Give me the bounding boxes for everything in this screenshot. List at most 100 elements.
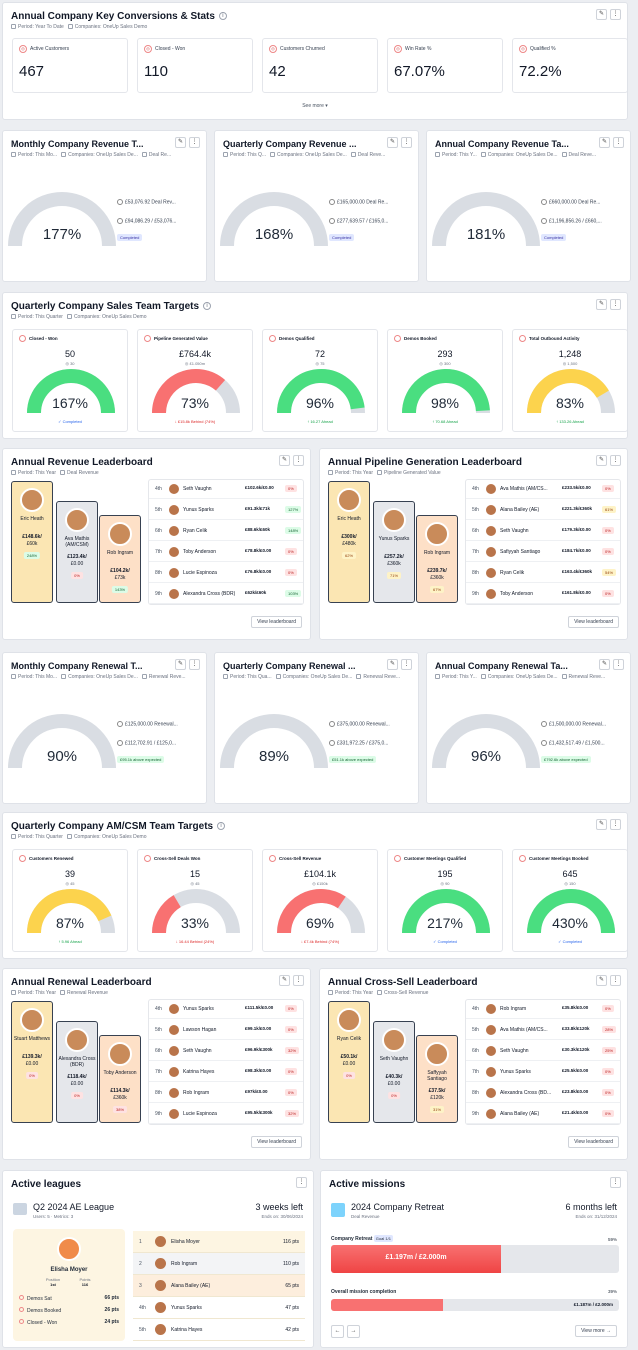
podium-2[interactable]: Alexandra Cross (BDR) £118.4k/£0.00 0%: [56, 1021, 98, 1123]
more-icon[interactable]: ⋮: [613, 659, 624, 670]
podium-1[interactable]: Stuart Matthews £139.3k/£0.00 0%: [11, 1001, 53, 1123]
target-card[interactable]: Monthly Company Renewal T... Period: This…: [2, 652, 207, 804]
league-leader-card[interactable]: Elisha Moyer Position 1st Points 116 Demos…: [13, 1229, 125, 1341]
more-icon[interactable]: ⋮: [401, 137, 412, 148]
league-row[interactable]: 3 Alana Bailey (AE) 65 pts: [133, 1275, 305, 1297]
more-icon[interactable]: ⋮: [293, 455, 304, 466]
target-card[interactable]: Annual Company Renewal Ta... Period: This…: [426, 652, 631, 804]
league-row[interactable]: 2 Rob Ingram 110 pts: [133, 1253, 305, 1275]
podium-3[interactable]: Saffyyah Santiago £37.5k/£120k 31%: [416, 1035, 458, 1123]
view-leaderboard-button[interactable]: View leaderboard: [251, 1136, 302, 1148]
leaderboard-row[interactable]: 9th Lucie Espinoza £95.5k/£300k 32%: [149, 1105, 303, 1124]
podium-3[interactable]: Toby Anderson £114.3k/£360k 38%: [99, 1035, 141, 1123]
podium-2[interactable]: Seth Vaughn £40.3k/£0.00 0%: [373, 1021, 415, 1123]
edit-icon[interactable]: ✎: [596, 9, 607, 20]
team-target-card[interactable]: Customers Renewed 39 ◎ 45 87% ↑ 5.96 Ahead: [12, 849, 128, 952]
mission-name[interactable]: 2024 Company Retreat: [351, 1202, 445, 1212]
prev-arrow-icon[interactable]: ←: [331, 1325, 344, 1338]
leaderboard-row[interactable]: 4th Seth Vaughn £102.6k/£0.00 0%: [149, 480, 303, 499]
leaderboard-row[interactable]: 7th Katrina Hayes £98.3k/£0.00 0%: [149, 1063, 303, 1082]
team-target-card[interactable]: Cross-Sell Revenue £104.1k ◎ £150k 69% ↓ £7.…: [262, 849, 378, 952]
leaderboard-row[interactable]: 9th Alexandra Cross (BDR) £62k/£60k 103%: [149, 585, 303, 604]
edit-icon[interactable]: ✎: [596, 299, 607, 310]
stat-card[interactable]: ◎ Win Rate % 67.07%: [387, 38, 503, 93]
leaderboard-row[interactable]: 7th Yunus Sparks £25.5k/£0.00 0%: [466, 1063, 620, 1082]
leaderboard-row[interactable]: 7th Safiyyah Santiago £184.7k/£0.00 0%: [466, 543, 620, 562]
target-card[interactable]: Quarterly Company Renewal ... Period: Thi…: [214, 652, 419, 804]
more-icon[interactable]: ⋮: [610, 975, 621, 986]
stat-card[interactable]: ◎ Customers Churned 42: [262, 38, 378, 93]
stat-card[interactable]: ◎ Active Customers 467: [12, 38, 128, 93]
leaderboard-row[interactable]: 8th Ryan Celik £163.4k/£360k 54%: [466, 564, 620, 583]
leaderboard-row[interactable]: 5th Alana Bailey (AE) £221.3k/£360k 61%: [466, 501, 620, 520]
more-icon[interactable]: ⋮: [610, 299, 621, 310]
more-icon[interactable]: ⋮: [293, 975, 304, 986]
podium-3[interactable]: Rob Ingram £104.2k/£73k 143%: [99, 515, 141, 603]
more-icon[interactable]: ⋮: [610, 9, 621, 20]
more-icon[interactable]: ⋮: [401, 659, 412, 670]
info-icon[interactable]: i: [218, 12, 227, 21]
league-name[interactable]: Q2 2024 AE League: [33, 1202, 115, 1212]
info-icon[interactable]: i: [203, 302, 212, 311]
edit-icon[interactable]: ✎: [175, 137, 186, 148]
stat-card[interactable]: ◎ Qualified % 72.2%: [512, 38, 627, 93]
edit-icon[interactable]: ✎: [279, 455, 290, 466]
more-icon[interactable]: ⋮: [610, 455, 621, 466]
podium-1[interactable]: Eric Heath £148.6k/£60k 248%: [11, 481, 53, 603]
see-more-button[interactable]: See more ▾: [302, 103, 328, 109]
leaderboard-row[interactable]: 8th Rob Ingram £97k/£0.00 0%: [149, 1084, 303, 1103]
view-leaderboard-button[interactable]: View leaderboard: [568, 1136, 619, 1148]
edit-icon[interactable]: ✎: [596, 819, 607, 830]
edit-icon[interactable]: ✎: [596, 455, 607, 466]
leaderboard-row[interactable]: 5th Yunus Sparks £91.3k/£71k 127%: [149, 501, 303, 520]
leaderboard-row[interactable]: 6th Seth Vaughn £179.3k/£0.00 0%: [466, 522, 620, 541]
team-target-card[interactable]: Demos Qualified 72 ◎ 75 96% ↑ 16.27 Ahead: [262, 329, 378, 432]
edit-icon[interactable]: ✎: [279, 975, 290, 986]
next-arrow-icon[interactable]: →: [347, 1325, 360, 1338]
stat-card[interactable]: ◎ Closed - Won 110: [137, 38, 253, 93]
league-row[interactable]: 1 Elisha Moyer 116 pts: [133, 1231, 305, 1253]
target-card[interactable]: Monthly Company Revenue T... Period: This…: [2, 130, 207, 282]
more-icon[interactable]: ⋮: [189, 137, 200, 148]
leaderboard-row[interactable]: 6th Seth Vaughn £96.9k/£300k 32%: [149, 1042, 303, 1061]
edit-icon[interactable]: ✎: [387, 659, 398, 670]
team-target-card[interactable]: Total Outbound Activity 1,248 ◎ 1,500 83% ↑ …: [512, 329, 627, 432]
podium-1[interactable]: Ryan Celik £50.1k/£0.00 0%: [328, 1001, 370, 1123]
view-more-button[interactable]: View more →: [575, 1325, 617, 1337]
podium-3[interactable]: Rob Ingram £239.7k/£360k 67%: [416, 515, 458, 603]
more-icon[interactable]: ⋮: [189, 659, 200, 670]
more-icon[interactable]: ⋮: [296, 1177, 307, 1188]
edit-icon[interactable]: ✎: [596, 975, 607, 986]
league-row[interactable]: 5th Katrina Hayes 42 pts: [133, 1319, 305, 1341]
league-row[interactable]: 4th Yunus Sparks 47 pts: [133, 1297, 305, 1319]
info-icon[interactable]: i: [217, 822, 226, 831]
leaderboard-row[interactable]: 7th Toby Anderson £78.8k/£0.00 0%: [149, 543, 303, 562]
leaderboard-row[interactable]: 6th Seth Vaughn £30.3k/£120k 25%: [466, 1042, 620, 1061]
leaderboard-row[interactable]: 4th Yunus Sparks £111.5k/£0.00 0%: [149, 1000, 303, 1019]
view-leaderboard-button[interactable]: View leaderboard: [568, 616, 619, 628]
team-target-card[interactable]: Pipeline Generated Value £764.4k ◎ £1.050m…: [137, 329, 253, 432]
podium-1[interactable]: Eric Heath £300k/£480k 62%: [328, 481, 370, 603]
leaderboard-row[interactable]: 4th Rob Ingram £35.8k/£0.00 0%: [466, 1000, 620, 1019]
edit-icon[interactable]: ✎: [599, 137, 610, 148]
view-leaderboard-button[interactable]: View leaderboard: [251, 616, 302, 628]
leaderboard-row[interactable]: 9th Alana Bailey (AE) £21.4k/£0.00 0%: [466, 1105, 620, 1124]
edit-icon[interactable]: ✎: [599, 659, 610, 670]
team-target-card[interactable]: Cross-Sell Deals Won 15 ◎ 45 33% ↓ 16.44 Beh…: [137, 849, 253, 952]
target-card[interactable]: Quarterly Company Revenue ... Period: Thi…: [214, 130, 419, 282]
edit-icon[interactable]: ✎: [387, 137, 398, 148]
team-target-card[interactable]: Demos Booked 293 ◎ 300 98% ↑ 70.68 Ahead: [387, 329, 503, 432]
team-target-card[interactable]: Customer Meetings Qualified 195 ◎ 90 217% ✓ …: [387, 849, 503, 952]
leaderboard-row[interactable]: 5th Lawson Hagan £99.1k/£0.00 0%: [149, 1021, 303, 1040]
leaderboard-row[interactable]: 5th Ava Mathis (AM/CS... £33.8k/£120k 28%: [466, 1021, 620, 1040]
team-target-card[interactable]: Closed - Won 50 ◎ 30 167% ✓ Completed: [12, 329, 128, 432]
target-card[interactable]: Annual Company Revenue Ta... Period: This…: [426, 130, 631, 282]
leaderboard-row[interactable]: 8th Alexandra Cross (BD... £23.8k/£0.00 0%: [466, 1084, 620, 1103]
team-target-card[interactable]: Customer Meetings Booked 645 ◎ 150 430% ✓ Co…: [512, 849, 627, 952]
more-icon[interactable]: ⋮: [610, 1177, 621, 1188]
more-icon[interactable]: ⋮: [610, 819, 621, 830]
leaderboard-row[interactable]: 8th Lucie Espinoza £76.8k/£0.00 0%: [149, 564, 303, 583]
leaderboard-row[interactable]: 9th Toby Anderson £161.8k/£0.00 0%: [466, 585, 620, 604]
leaderboard-row[interactable]: 4th Ava Mathis (AM/CS... £233.5k/£0.00 0%: [466, 480, 620, 499]
podium-2[interactable]: Ava Mathis (AM/CSM) £123.4k/£0.00 0%: [56, 501, 98, 603]
